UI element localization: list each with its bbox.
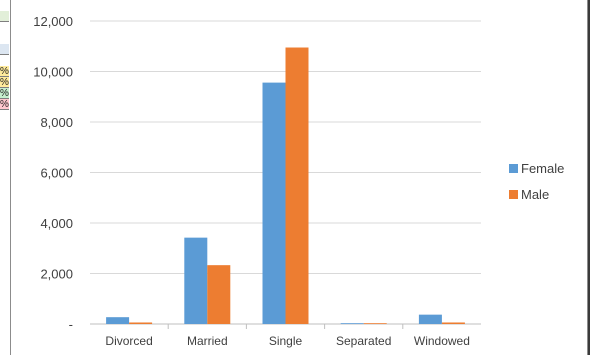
spreadsheet-background-left: %%%% bbox=[0, 0, 10, 355]
bar-female bbox=[418, 314, 442, 324]
legend-label: Female bbox=[521, 161, 564, 176]
legend-swatch bbox=[509, 164, 518, 173]
bar-male bbox=[285, 47, 309, 324]
bar-male bbox=[441, 322, 465, 324]
legend-label: Male bbox=[521, 187, 549, 202]
sheet-cell-fragment: % bbox=[0, 77, 9, 88]
y-tick-label: - bbox=[69, 317, 73, 332]
x-category-label: Windowed bbox=[414, 334, 470, 348]
spreadsheet-background-right bbox=[588, 0, 597, 355]
x-category-label: Divorced bbox=[105, 334, 152, 348]
bar-male bbox=[129, 322, 153, 324]
bar-female bbox=[106, 317, 130, 324]
y-tick-label: 10,000 bbox=[33, 65, 73, 80]
sheet-cell-fragment: % bbox=[0, 88, 9, 99]
bar-female bbox=[184, 237, 208, 324]
chart-container[interactable]: - 2,000 4,000 6,000 8,000 10,000 12,000 Divorce… bbox=[10, 0, 588, 355]
sheet-cell-fragment bbox=[0, 44, 9, 55]
legend-swatch bbox=[509, 190, 518, 199]
bar-chart: - 2,000 4,000 6,000 8,000 10,000 12,000 Divorce… bbox=[33, 14, 564, 348]
sheet-cell-fragment: % bbox=[0, 66, 9, 77]
x-category-label: Separated bbox=[336, 334, 391, 348]
x-category-label: Married bbox=[187, 334, 228, 348]
y-tick-label: 4,000 bbox=[40, 216, 73, 231]
bar-female bbox=[262, 82, 286, 324]
bar-male bbox=[363, 323, 387, 324]
sheet-cell-fragment: % bbox=[0, 99, 9, 110]
bar-male bbox=[207, 265, 231, 324]
y-tick-label: 6,000 bbox=[40, 166, 73, 181]
y-tick-label: 8,000 bbox=[40, 115, 73, 130]
y-tick-label: 12,000 bbox=[33, 14, 73, 29]
x-category-label: Single bbox=[269, 334, 303, 348]
y-tick-label: 2,000 bbox=[40, 267, 73, 282]
bar-female bbox=[340, 323, 364, 324]
sheet-cell-fragment bbox=[0, 11, 9, 22]
